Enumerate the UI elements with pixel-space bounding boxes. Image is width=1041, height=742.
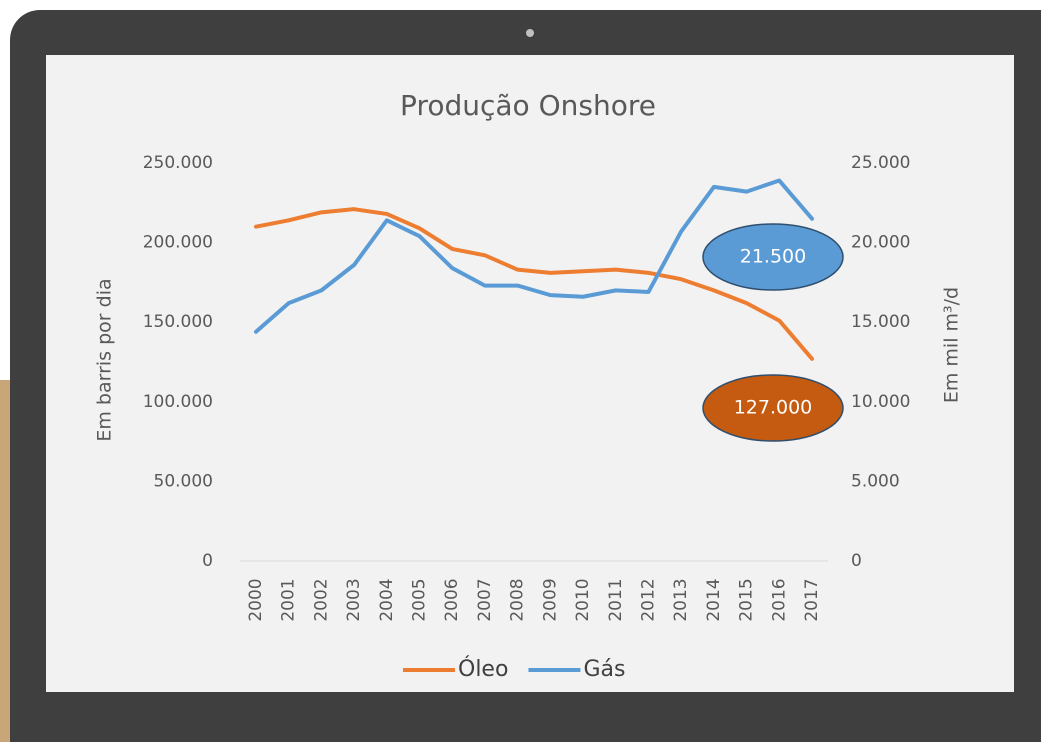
x-tick-label: 2016 — [769, 578, 789, 621]
y-axis-title: Em barris por dia — [94, 278, 116, 441]
y-tick-label: 150.000 — [143, 312, 213, 332]
x-tick-label: 2001 — [279, 578, 299, 621]
chart-title: Produção Onshore — [400, 89, 656, 122]
x-tick-label: 2013 — [671, 578, 691, 621]
annotation-text: 21.500 — [740, 246, 806, 268]
legend-label: Gás — [583, 657, 625, 682]
x-tick-label: 2004 — [377, 578, 397, 621]
x-tick-label: 2003 — [344, 578, 364, 621]
y-tick-label: 100.000 — [143, 392, 213, 412]
y-tick-label: 250.000 — [143, 153, 213, 173]
x-tick-label: 2000 — [246, 578, 266, 621]
x-tick-label: 2010 — [573, 578, 593, 621]
x-tick-label: 2011 — [606, 578, 626, 621]
y2-tick-label: 15.000 — [851, 312, 910, 332]
y2-tick-label: 20.000 — [851, 233, 910, 253]
screen — [46, 55, 1014, 692]
x-tick-label: 2012 — [638, 578, 658, 621]
x-tick-label: 2002 — [311, 578, 331, 621]
y2-tick-label: 0 — [851, 551, 862, 571]
x-tick-label: 2009 — [540, 578, 560, 621]
page: Produção Onshore Em barris por dia Em mi… — [0, 0, 1041, 742]
y2-tick-label: 25.000 — [851, 153, 910, 173]
x-tick-label: 2007 — [475, 578, 495, 621]
y-tick-label: 50.000 — [154, 471, 213, 491]
camera — [526, 29, 534, 37]
y2-axis-title: Em mil m³/d — [941, 287, 963, 403]
x-tick-label: 2015 — [737, 578, 757, 621]
annotation-text: 127.000 — [734, 397, 813, 419]
x-tick-label: 2006 — [442, 578, 462, 621]
legend-label: Óleo — [458, 656, 508, 682]
x-tick-label: 2005 — [410, 578, 430, 621]
x-tick-label: 2008 — [508, 578, 528, 621]
y-tick-label: 200.000 — [143, 233, 213, 253]
x-tick-label: 2017 — [802, 578, 822, 621]
y-tick-label: 0 — [202, 551, 213, 571]
y2-tick-label: 10.000 — [851, 392, 910, 412]
x-tick-label: 2014 — [704, 578, 724, 621]
y2-tick-label: 5.000 — [851, 471, 900, 491]
